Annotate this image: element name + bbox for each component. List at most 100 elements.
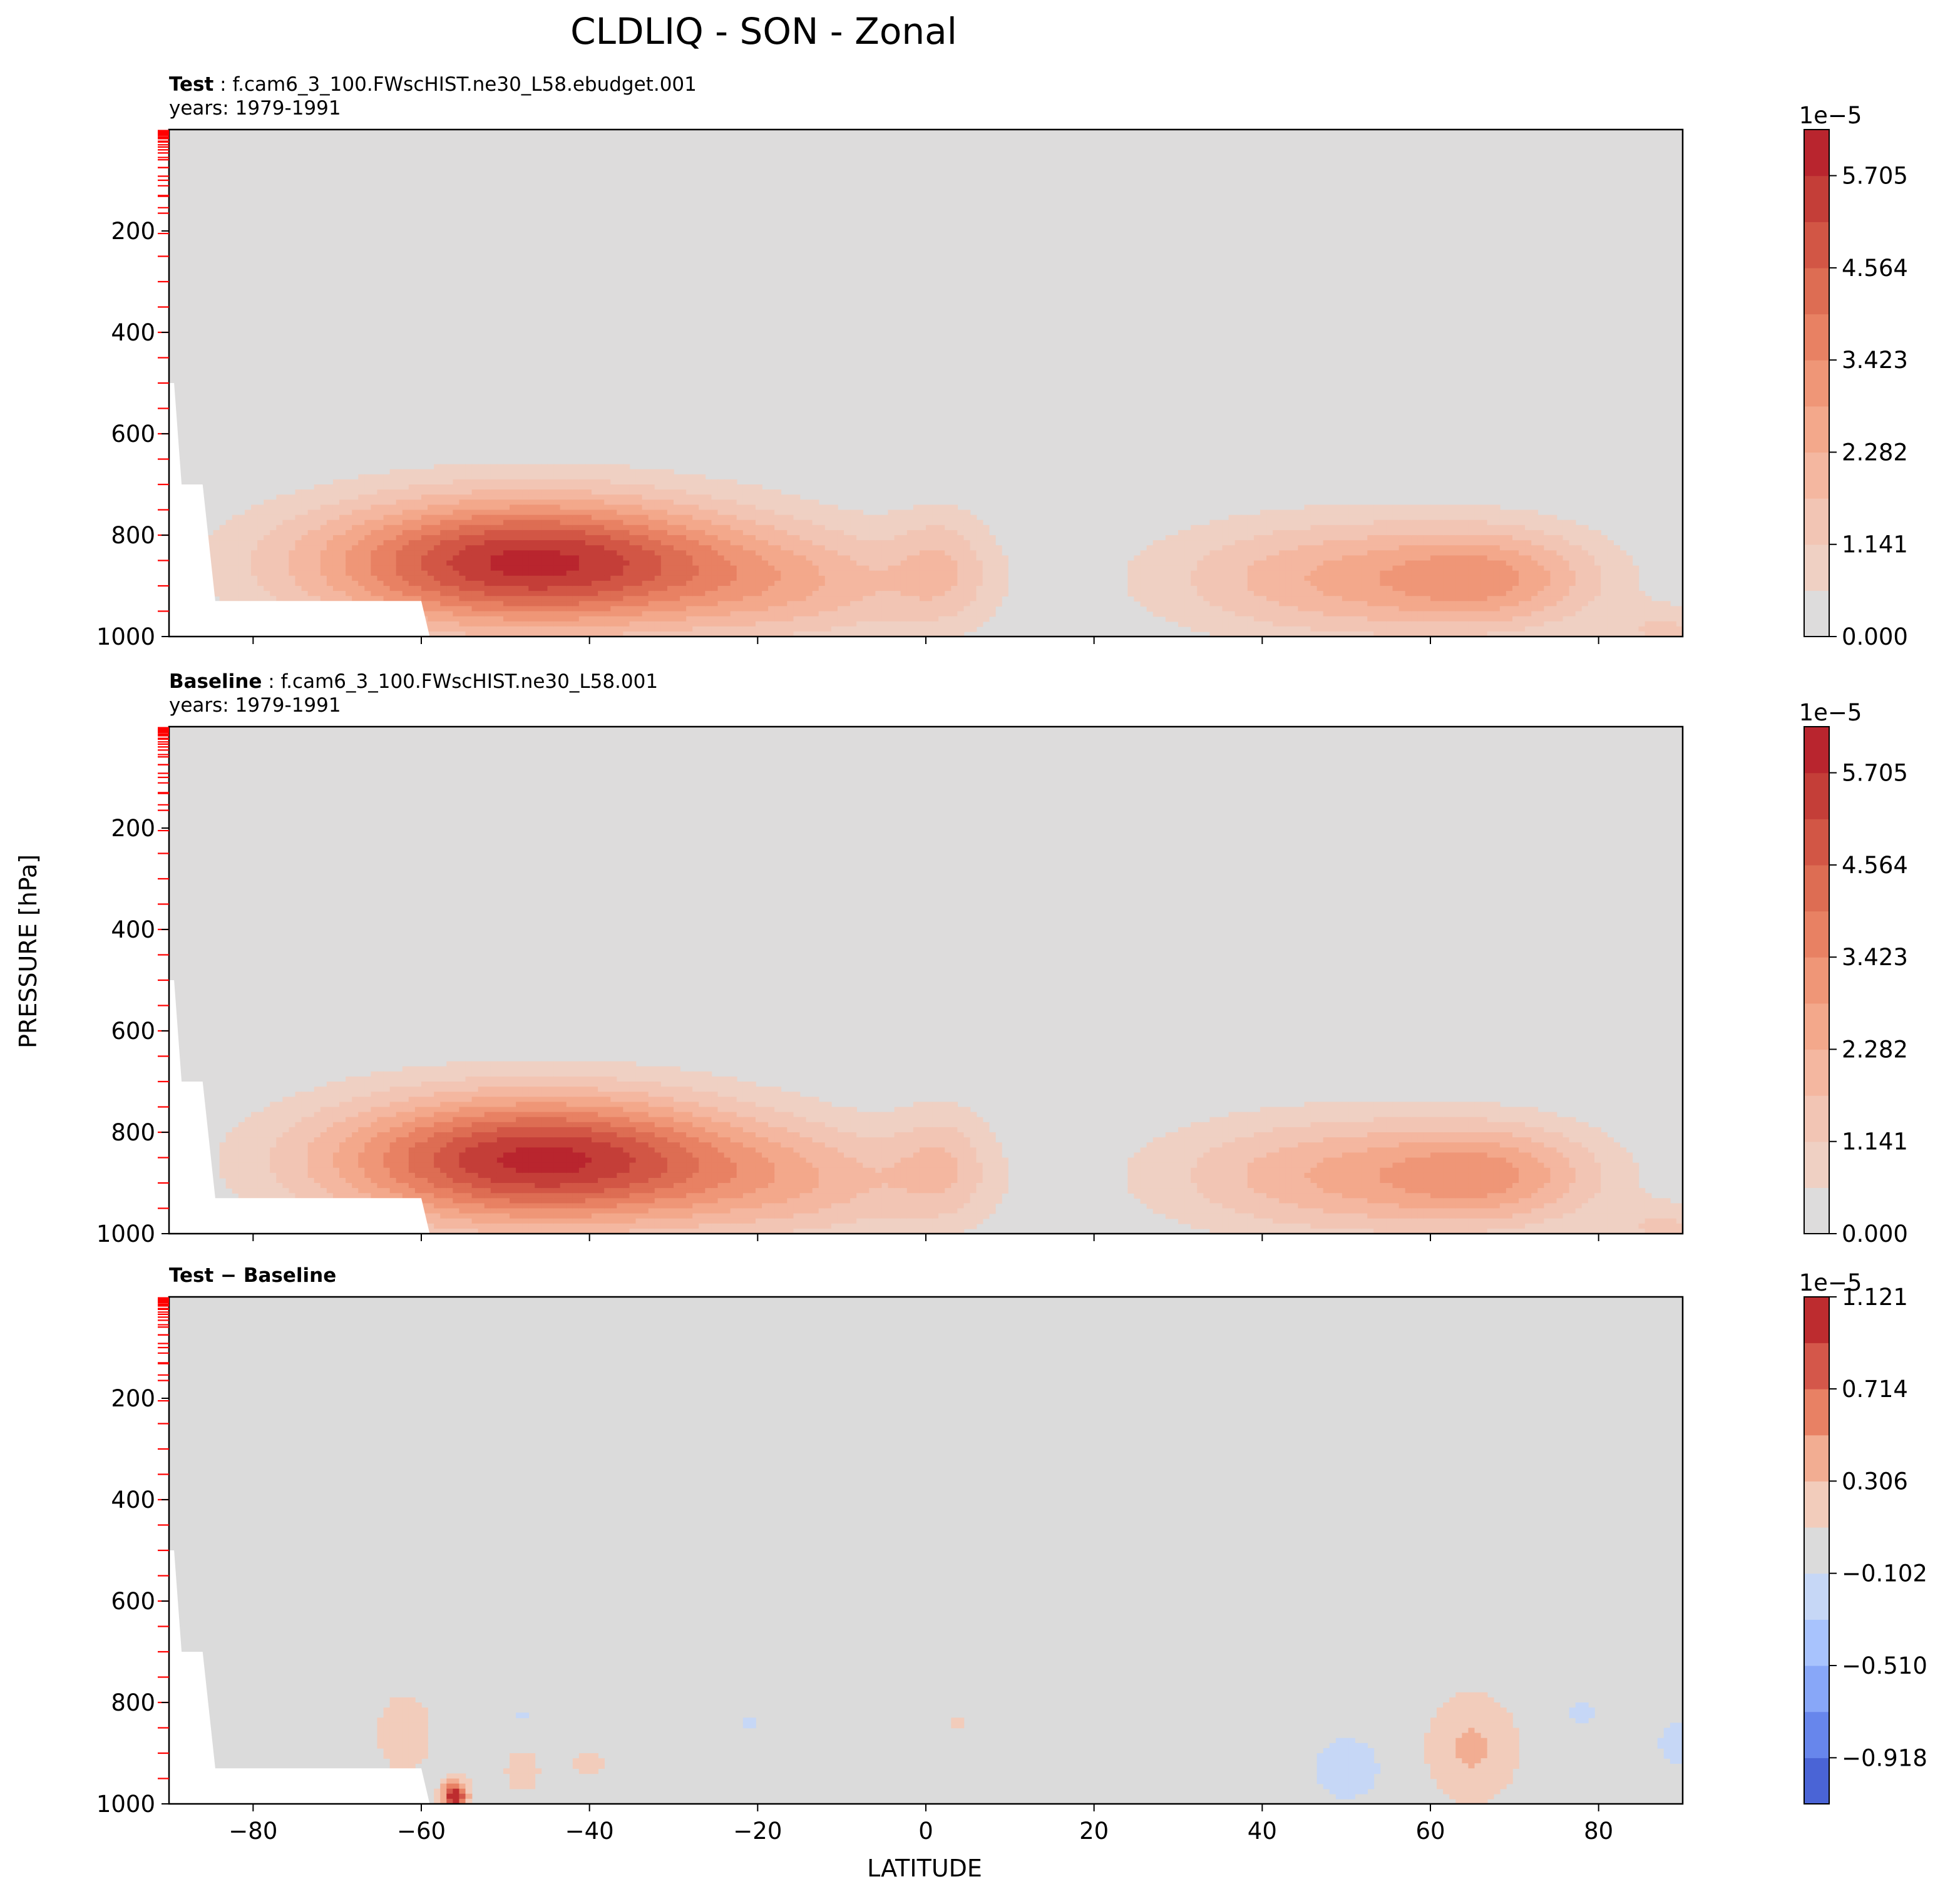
colorbar-level bbox=[1804, 1665, 1829, 1712]
colorbar-tick-label: −0.510 bbox=[1842, 1652, 1927, 1679]
colorbar-level bbox=[1804, 1527, 1829, 1574]
panel-case-label: Test : f.cam6_3_100.FWscHIST.ne30_L58.eb… bbox=[169, 73, 697, 96]
y-tick-label: 400 bbox=[111, 1487, 155, 1513]
colorbar-exponent: 1e−5 bbox=[1799, 1269, 1862, 1296]
colorbar-level bbox=[1804, 1343, 1829, 1390]
x-tick-label: 0 bbox=[918, 1818, 933, 1845]
colorbar-tick-label: 2.282 bbox=[1842, 439, 1908, 466]
colorbar-level bbox=[1804, 590, 1829, 637]
colorbar-level bbox=[1804, 1435, 1829, 1482]
colorbar-tick-label: 2.282 bbox=[1842, 1036, 1908, 1063]
y-tick-label: 1000 bbox=[96, 1791, 155, 1818]
missing-data-mask bbox=[169, 383, 430, 637]
x-tick-label: −20 bbox=[733, 1818, 782, 1845]
colorbar-level bbox=[1804, 1187, 1829, 1234]
x-tick-label: −80 bbox=[228, 1818, 277, 1845]
colorbar-exponent: 1e−5 bbox=[1799, 699, 1862, 726]
colorbar-level bbox=[1804, 267, 1829, 315]
colorbar-level bbox=[1804, 1095, 1829, 1142]
colorbar-level bbox=[1804, 452, 1829, 499]
colorbar-frame bbox=[1804, 129, 1830, 637]
colorbar-level bbox=[1804, 544, 1829, 591]
colorbar-level bbox=[1804, 1619, 1829, 1666]
y-axis-label: PRESSURE [hPa] bbox=[14, 854, 42, 1048]
colorbar-frame bbox=[1804, 1296, 1830, 1804]
y-tick-label: 600 bbox=[111, 1588, 155, 1615]
colorbar-level bbox=[1804, 957, 1829, 1004]
colorbar-level bbox=[1804, 864, 1829, 912]
colorbar-tick-label: 1.121 bbox=[1842, 1284, 1908, 1311]
colorbar-tick-label: −0.918 bbox=[1842, 1744, 1927, 1771]
colorbar-tick-label: 5.705 bbox=[1842, 163, 1908, 190]
colorbar-tick-label: 3.423 bbox=[1842, 944, 1908, 971]
colorbar-tick-label: 0.714 bbox=[1842, 1376, 1908, 1403]
colorbar-frame bbox=[1804, 726, 1830, 1234]
contour-field bbox=[169, 130, 1683, 637]
figure-title: CLDLIQ - SON - Zonal bbox=[570, 10, 957, 53]
colorbar-level bbox=[1804, 314, 1829, 361]
y-tick-label: 800 bbox=[111, 1689, 155, 1716]
colorbar-level bbox=[1804, 1481, 1829, 1528]
colorbar-level bbox=[1804, 1049, 1829, 1096]
panel-years-label: years: 1979-1991 bbox=[169, 694, 341, 717]
y-tick-label: 400 bbox=[111, 916, 155, 943]
colorbar: 0.000 1.141 2.282 3.423 4.564 5.705 1e−5 bbox=[1799, 102, 1908, 650]
panel-years-label: years: 1979-1991 bbox=[169, 97, 341, 120]
y-tick-label: 200 bbox=[111, 1385, 155, 1412]
x-tick-label: 80 bbox=[1584, 1818, 1613, 1845]
panel-test: Test : f.cam6_3_100.FWscHIST.ne30_L58.eb… bbox=[96, 73, 1908, 650]
colorbar-tick-label: 1.141 bbox=[1842, 531, 1908, 558]
colorbar-level bbox=[1804, 130, 1829, 177]
contour-field bbox=[169, 1297, 1683, 1804]
colorbar: 0.000 1.141 2.282 3.423 4.564 5.705 1e−5 bbox=[1799, 699, 1908, 1247]
panel-case-label: Baseline : f.cam6_3_100.FWscHIST.ne30_L5… bbox=[169, 670, 658, 693]
colorbar-level bbox=[1804, 498, 1829, 545]
colorbar-level bbox=[1804, 1141, 1829, 1188]
colorbar-tick-label: 3.423 bbox=[1842, 347, 1908, 374]
colorbar-level bbox=[1804, 772, 1829, 819]
missing-data-mask bbox=[169, 1550, 430, 1804]
y-tick-label: 400 bbox=[111, 319, 155, 346]
colorbar-level bbox=[1804, 727, 1829, 774]
colorbar-level bbox=[1804, 175, 1829, 222]
y-tick-label: 800 bbox=[111, 1119, 155, 1146]
colorbar-tick-label: 4.564 bbox=[1842, 852, 1908, 879]
x-tick-label: 40 bbox=[1248, 1818, 1277, 1845]
colorbar-level bbox=[1804, 1003, 1829, 1050]
x-tick-label: 20 bbox=[1079, 1818, 1109, 1845]
colorbar-tick-label: 5.705 bbox=[1842, 760, 1908, 787]
y-tick-label: 200 bbox=[111, 218, 155, 245]
x-tick-label: −60 bbox=[397, 1818, 446, 1845]
colorbar-level bbox=[1804, 1297, 1829, 1343]
colorbar-tick-label: 0.306 bbox=[1842, 1468, 1908, 1495]
colorbar-tick-label: −0.102 bbox=[1842, 1560, 1927, 1587]
colorbar-level bbox=[1804, 222, 1829, 269]
x-axis-label: LATITUDE bbox=[867, 1855, 982, 1882]
x-tick-label: −40 bbox=[565, 1818, 614, 1845]
y-tick-label: 1000 bbox=[96, 623, 155, 650]
colorbar-level bbox=[1804, 1388, 1829, 1436]
colorbar-level bbox=[1804, 1573, 1829, 1620]
y-tick-label: 1000 bbox=[96, 1221, 155, 1247]
colorbar-tick-label: 1.141 bbox=[1842, 1129, 1908, 1155]
colorbar-level bbox=[1804, 819, 1829, 866]
colorbar-exponent: 1e−5 bbox=[1799, 102, 1862, 129]
y-tick-label: 600 bbox=[111, 1018, 155, 1045]
colorbar-level bbox=[1804, 406, 1829, 453]
panel-case-label: Test − Baseline bbox=[169, 1264, 336, 1287]
x-tick-label: 60 bbox=[1415, 1818, 1445, 1845]
colorbar-level bbox=[1804, 1711, 1829, 1758]
missing-data-mask bbox=[169, 980, 430, 1234]
colorbar-level bbox=[1804, 1758, 1829, 1804]
y-tick-label: 600 bbox=[111, 421, 155, 448]
contour-field bbox=[169, 727, 1683, 1234]
colorbar-tick-label: 4.564 bbox=[1842, 255, 1908, 282]
y-tick-label: 200 bbox=[111, 815, 155, 842]
y-tick-label: 800 bbox=[111, 522, 155, 549]
colorbar-level bbox=[1804, 911, 1829, 958]
colorbar-tick-label: 0.000 bbox=[1842, 1221, 1908, 1247]
colorbar-tick-label: 0.000 bbox=[1842, 623, 1908, 650]
